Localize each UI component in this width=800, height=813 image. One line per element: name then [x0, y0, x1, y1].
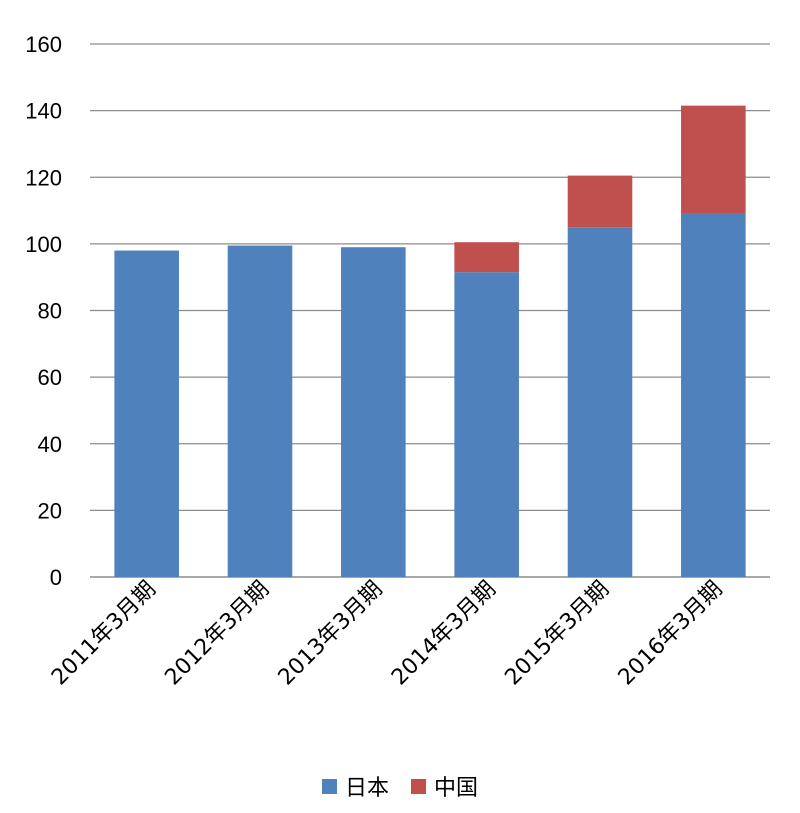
y-tick-label: 160 — [25, 32, 62, 57]
y-tick-label: 0 — [50, 565, 62, 590]
y-axis-ticks: 0 20 40 60 80 100 120 140 160 — [25, 32, 62, 590]
x-tick-label: 2016年3月期 — [614, 577, 728, 691]
y-tick-label: 100 — [25, 232, 62, 257]
bar-japan — [567, 227, 633, 577]
bars — [114, 105, 746, 578]
x-tick-label: 2013年3月期 — [274, 577, 388, 691]
y-tick-label: 40 — [38, 432, 62, 457]
legend: 日本 中国 — [0, 770, 800, 802]
y-tick-label: 120 — [25, 165, 62, 190]
bar-japan — [681, 213, 746, 578]
bar-japan — [227, 245, 293, 577]
y-tick-label: 60 — [38, 365, 62, 390]
legend-swatch-china — [411, 778, 426, 794]
x-tick-label: 2011年3月期 — [47, 577, 161, 691]
x-axis-ticks: 2011年3月期 2012年3月期 2013年3月期 2014年3月期 2015年3月期… — [47, 577, 728, 691]
bar-china — [454, 242, 519, 273]
bar-china — [567, 175, 633, 228]
legend-swatch-japan — [321, 778, 337, 794]
y-tick-label: 140 — [25, 99, 62, 124]
legend-item-china: 中国 — [411, 770, 478, 802]
bar-china — [681, 105, 746, 214]
x-tick-label: 2012年3月期 — [160, 577, 274, 691]
legend-item-japan: 日本 — [321, 770, 389, 802]
gridlines — [90, 43, 770, 578]
bar-japan — [341, 247, 406, 578]
y-tick-label: 80 — [38, 299, 62, 324]
bar-japan — [454, 272, 519, 577]
legend-label-japan: 日本 — [344, 776, 389, 801]
x-tick-label: 2015年3月期 — [500, 577, 614, 691]
legend-label-china: 中国 — [434, 776, 479, 801]
y-tick-label: 20 — [38, 498, 62, 523]
x-tick-label: 2014年3月期 — [387, 577, 501, 691]
bar-japan — [114, 250, 179, 577]
